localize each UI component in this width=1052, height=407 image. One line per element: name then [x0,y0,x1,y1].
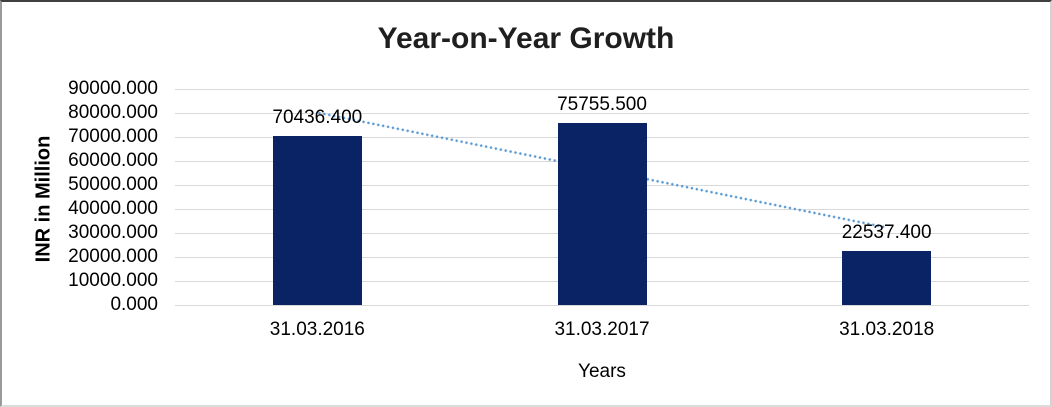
x-axis-title: Years [578,361,626,382]
y-axis-tick-label: 0.000 [110,294,158,315]
y-axis-tick-label: 70000.000 [68,126,158,147]
y-axis-tick-label: 40000.000 [68,198,158,219]
bar-31.03.2016 [272,135,362,305]
bar-31.03.2017 [557,123,647,305]
y-axis-tick-label: 10000.000 [68,270,158,291]
y-gridline [175,112,1029,114]
x-axis-tick-label: 31.03.2017 [554,319,650,340]
y-gridline [175,88,1029,90]
y-gridline [175,304,1029,306]
y-axis-tick-label: 50000.000 [68,174,158,195]
x-axis-tick-label: 31.03.2018 [839,319,935,340]
bar-value-label: 22537.400 [841,221,932,243]
y-axis-tick-label: 80000.000 [68,102,158,123]
x-axis-tick-label: 31.03.2016 [269,319,365,340]
y-axis-tick-label: 30000.000 [68,222,158,243]
chart-title: Year-on-Year Growth [377,22,675,55]
y-axis-tick-label: 90000.000 [68,78,158,99]
bar-value-label: 70436.400 [272,106,363,128]
bar-value-label: 75755.500 [557,94,647,116]
y-axis-tick-label: 60000.000 [68,150,158,171]
y-axis-tick-label: 20000.000 [68,246,158,267]
bar-31.03.2018 [842,250,932,305]
